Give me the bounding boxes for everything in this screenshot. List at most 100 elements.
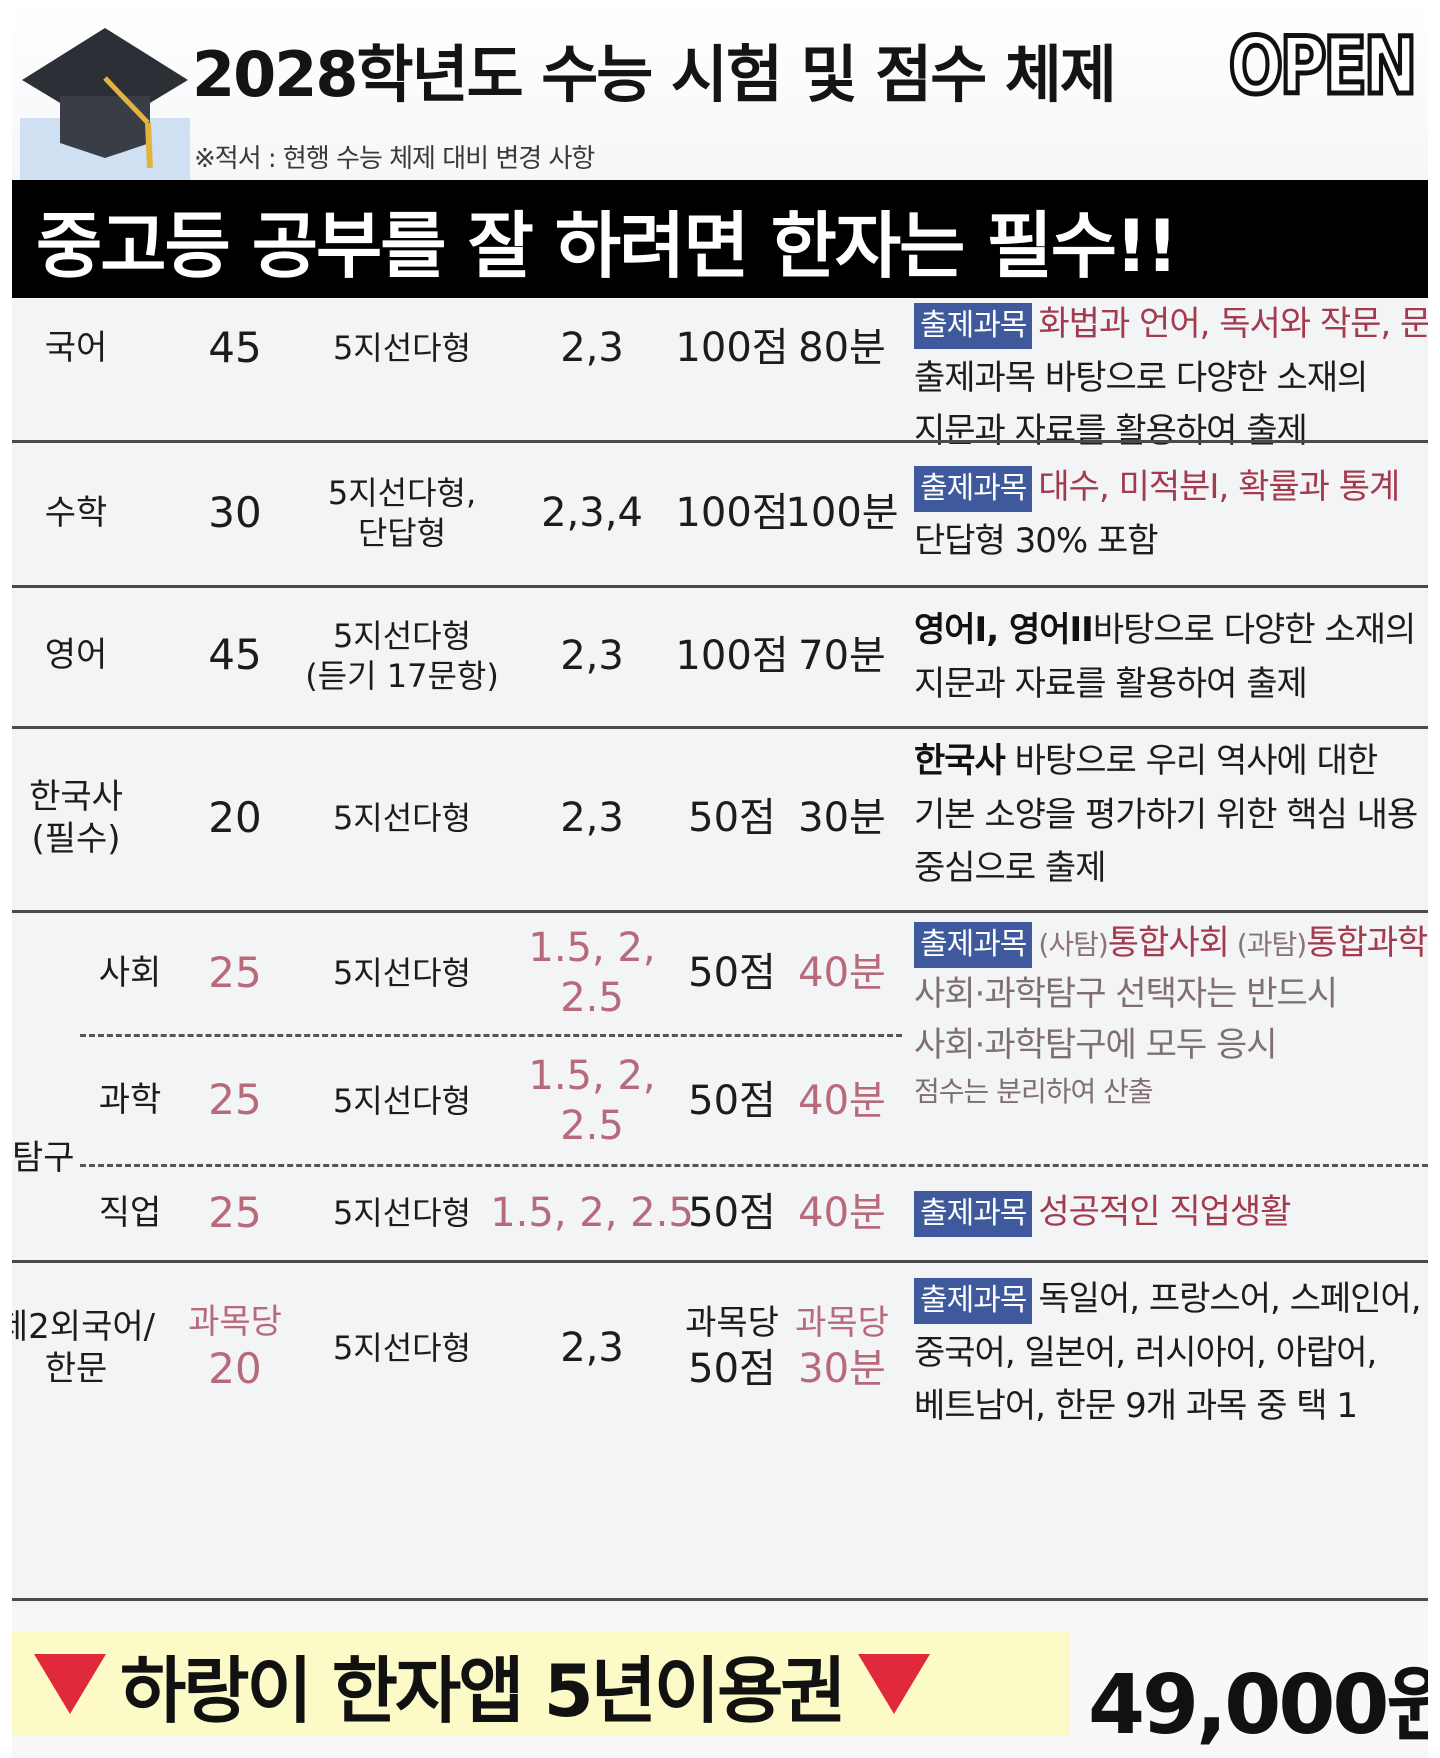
description-cell: 한국사 바탕으로 우리 역사에 대한 기본 소양을 평가하기 위한 핵심 내용 … (914, 735, 1428, 896)
subject-cell: 영어 (44, 635, 108, 676)
subject-tag: 출제과목 (914, 1190, 1033, 1237)
description-cell: 출제과목 (사탐)통합사회 (과탐)통합과학 사회·과학탐구 선택자는 반드시 사… (914, 918, 1428, 1113)
open-stamp: OPEN (1227, 20, 1420, 115)
time-cell: 70분 (798, 632, 886, 679)
question-type-cell: 5지선다형 (332, 1194, 472, 1232)
infographic: 2028학년도 수능 시험 및 점수 체제 ※적서 : 현행 수능 체제 대비 … (12, 0, 1428, 1758)
row-divider (12, 1260, 1428, 1263)
header: 2028학년도 수능 시험 및 점수 체제 ※적서 : 현행 수능 체제 대비 … (12, 0, 1428, 183)
price-label: 49,000원 (1088, 1658, 1428, 1753)
row-divider (12, 585, 1428, 588)
score-cell: 50점 (688, 795, 776, 841)
subject-tag: 출제과목 (914, 302, 1033, 349)
table-row-vocational: 직업 25 5지선다형 1.5, 2, 2.5 50점 40분 출제과목 성공적인… (12, 1168, 1428, 1258)
time-cell: 과목당 30분 (792, 1263, 892, 1433)
points-cell: 2,3 (560, 795, 624, 841)
dashed-divider (80, 1164, 1428, 1167)
description-line: 단답형 30% 포함 (914, 520, 1159, 561)
question-count-cell: 25 (208, 947, 262, 997)
count-line: 20 (208, 1344, 262, 1393)
subject-cell: 국어 (44, 327, 108, 368)
down-triangle-icon (34, 1654, 106, 1714)
question-count-cell: 25 (208, 1075, 262, 1125)
score-cell: 50점 (688, 1190, 776, 1236)
row-divider (12, 910, 1428, 913)
points-cell: 2,3,4 (541, 490, 643, 536)
description-line: 중국어, 일본어, 러시아어, 아랍어, (914, 1332, 1377, 1373)
description-line: 기본 소양을 평가하기 위한 핵심 내용 (914, 794, 1418, 835)
description-line: 지문과 자료를 활용하여 출제 (914, 411, 1308, 452)
time-cell: 40분 (798, 1077, 886, 1124)
points-line: 1.5, 2, (528, 1052, 656, 1099)
question-type-line: 5지선다형 (332, 616, 472, 655)
question-count-cell: 45 (208, 630, 262, 680)
subject-cell: 직업 (98, 1192, 162, 1233)
promo-box: 하랑이 한자앱 5년이용권 (12, 1632, 1070, 1736)
description-line: 중심으로 출제 (914, 848, 1107, 889)
score-cell: 100점 (675, 325, 789, 371)
row-divider (12, 440, 1428, 443)
time-cell: 40분 (798, 1190, 886, 1236)
description-line: 사회·과학탐구 선택자는 반드시 (914, 974, 1338, 1014)
description-line: 독일어, 프랑스어, 스페인어, (1038, 1279, 1421, 1319)
time-cell: 100분 (785, 490, 899, 536)
dashed-divider (80, 1034, 902, 1037)
question-type-cell: 5지선다형 (듣기 17문항) (302, 588, 502, 723)
description-highlight: 한국사 (914, 741, 1006, 781)
description-prefix: (과탐) (1228, 928, 1307, 961)
subject-cell: 제2외국어/ 한문 (12, 1263, 155, 1433)
time-cell: 80분 (798, 325, 886, 371)
description-line: 바탕으로 우리 역사에 대한 (1004, 741, 1379, 781)
subject-cell: 사회 (98, 952, 162, 993)
promo-text: 하랑이 한자앱 5년이용권 (120, 1648, 847, 1733)
points-line: 1.5, 2, (528, 925, 656, 971)
points-cell: 2,3 (560, 632, 624, 679)
subject-line: 한문 (44, 1349, 108, 1389)
subject-cell: 과학 (98, 1080, 162, 1121)
question-count-cell: 45 (208, 322, 262, 372)
page-subtitle: ※적서 : 현행 수능 체제 대비 변경 사항 (194, 144, 595, 174)
subject-line: (필수) (31, 819, 121, 859)
description-line: 베트남어, 한문 9개 과목 중 택 1 (914, 1386, 1358, 1427)
description-highlight: 성공적인 직업생활 (1038, 1192, 1291, 1232)
question-count-cell: 30 (208, 487, 262, 537)
time-line: 30분 (798, 1346, 886, 1393)
question-type-line: 단답형 (357, 514, 447, 552)
description-cell: 출제과목 화법과 언어, 독서와 작문, 문학 출제과목 바탕으로 다양한 소재의… (914, 298, 1428, 459)
score-cell: 100점 (675, 632, 789, 679)
points-cell: 2,3 (560, 1325, 624, 1371)
question-type-cell: 5지선다형 (332, 1329, 472, 1367)
description-line: 사회·과학탐구에 모두 응시 (914, 1025, 1278, 1065)
question-type-cell: 5지선다형 (332, 954, 472, 992)
points-cell: 1.5, 2, 2.5 (492, 913, 692, 1033)
subject-line: 제2외국어/ (12, 1306, 156, 1347)
subject-line: 한국사 (29, 776, 123, 817)
count-line: 과목당 (188, 1301, 282, 1342)
description-highlight: 통합사회 (1107, 923, 1230, 963)
description-highlight: 영어I, 영어II (914, 610, 1094, 650)
score-line: 50점 (688, 1346, 776, 1393)
points-line: 2.5 (560, 975, 624, 1021)
time-cell: 40분 (798, 950, 886, 996)
score-cell: 50점 (688, 950, 776, 996)
description-highlight: 대수, 미적분I, 확률과 통계 (1038, 467, 1400, 507)
table-row-korean-history: 한국사 (필수) 20 5지선다형 2,3 50점 30분 한국사 바탕으로 우… (12, 729, 1428, 907)
page-title: 2028학년도 수능 시험 및 점수 체제 (192, 38, 1117, 111)
promo-footer: 하랑이 한자앱 5년이용권 49,000원 (12, 1608, 1428, 1758)
time-line: 과목당 (795, 1302, 889, 1343)
subject-tag: 출제과목 (914, 921, 1033, 968)
description-line: 출제과목 바탕으로 다양한 소재의 (914, 357, 1368, 398)
time-cell: 30분 (798, 795, 886, 841)
question-type-line: 5지선다형, (327, 474, 477, 512)
table-row-foreign-language: 제2외국어/ 한문 과목당 20 5지선다형 2,3 과목당 50점 과목당 3… (12, 1263, 1428, 1458)
points-cell: 1.5, 2, 2.5 (492, 1038, 692, 1163)
description-cell: 영어I, 영어II바탕으로 다양한 소재의 지문과 자료를 활용하여 출제 (914, 604, 1428, 711)
question-count-cell: 25 (208, 1187, 262, 1237)
description-highlight: 통합과학 (1306, 923, 1428, 963)
question-type-cell: 5지선다형, 단답형 (302, 443, 502, 583)
description-line: 지문과 자료를 활용하여 출제 (914, 663, 1308, 704)
description-cell: 출제과목 성공적인 직업생활 (914, 1186, 1428, 1240)
question-type-cell: 5지선다형 (332, 1081, 472, 1120)
table-row-social: 사회 25 5지선다형 1.5, 2, 2.5 50점 40분 (12, 913, 1428, 1033)
subject-tag: 출제과목 (914, 465, 1033, 512)
